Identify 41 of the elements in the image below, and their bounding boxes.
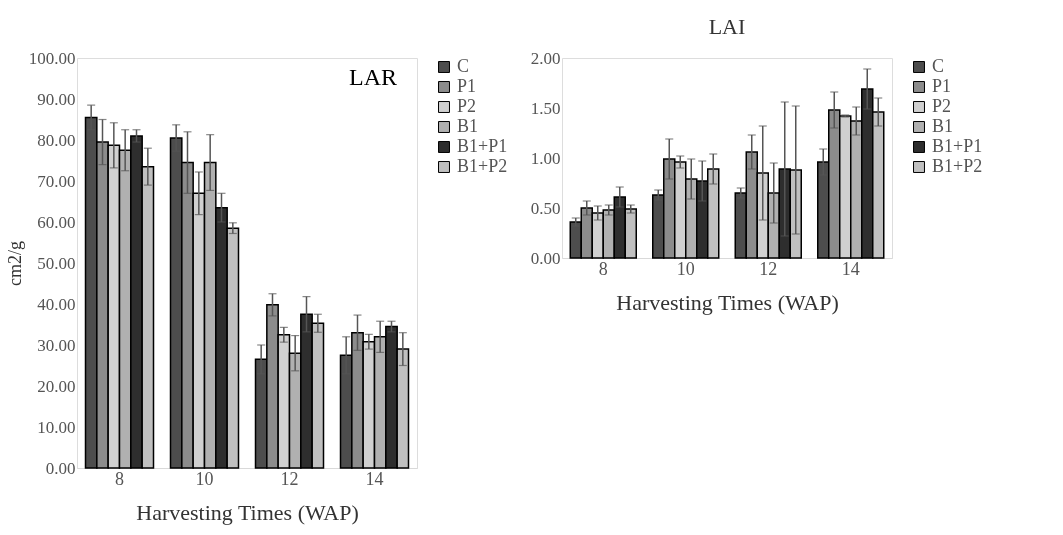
y-tick-label: 30.00 (37, 335, 76, 355)
chart-title: LAR (349, 64, 397, 90)
y-tick-label: 1.50 (530, 98, 561, 118)
y-tick-label: 80.00 (37, 130, 76, 150)
y-tick-label: 0.00 (45, 458, 76, 478)
legend-label: B1 (457, 116, 479, 136)
legend-label: B1+P1 (457, 136, 508, 156)
legend-label: P2 (932, 96, 952, 116)
y-tick-label: 20.00 (37, 376, 76, 396)
x-tick-label: 12 (280, 468, 299, 489)
x-tick-label: 12 (759, 258, 778, 279)
legend-label: P1 (457, 76, 477, 96)
x-tick-label: 8 (598, 258, 608, 279)
y-tick-label: 60.00 (37, 212, 76, 232)
legend-label: P1 (932, 76, 952, 96)
legend-label: B1+P2 (457, 156, 508, 176)
y-tick-label: 40.00 (37, 294, 76, 314)
y-tick-label: 10.00 (37, 417, 76, 437)
legend-label: C (932, 56, 945, 76)
y-tick-label: 100.00 (28, 48, 76, 68)
legend-label: B1 (932, 116, 954, 136)
y-axis-title: cm2/g (4, 241, 25, 286)
y-tick-label: 0.50 (530, 198, 561, 218)
y-tick-label: 50.00 (37, 253, 76, 273)
x-tick-label: 8 (115, 468, 124, 489)
x-tick-label: 14 (365, 468, 384, 489)
legend-label: C (457, 56, 470, 76)
y-tick-label: 1.00 (530, 148, 561, 168)
x-axis-title: Harvesting Times (WAP) (616, 289, 839, 315)
legend-label: B1+P1 (932, 136, 983, 156)
y-tick-label: 0.00 (530, 248, 561, 268)
x-tick-label: 10 (676, 258, 695, 279)
y-tick-label: 90.00 (37, 89, 76, 109)
x-axis-title: Harvesting Times (WAP) (136, 499, 359, 525)
y-tick-label: 2.00 (530, 48, 561, 68)
legend-label: P2 (457, 96, 477, 116)
y-tick-label: 70.00 (37, 171, 76, 191)
chart-title: LAI (708, 14, 746, 39)
legend-label: B1+P2 (932, 156, 983, 176)
x-tick-label: 10 (195, 468, 214, 489)
x-tick-label: 14 (841, 258, 860, 279)
